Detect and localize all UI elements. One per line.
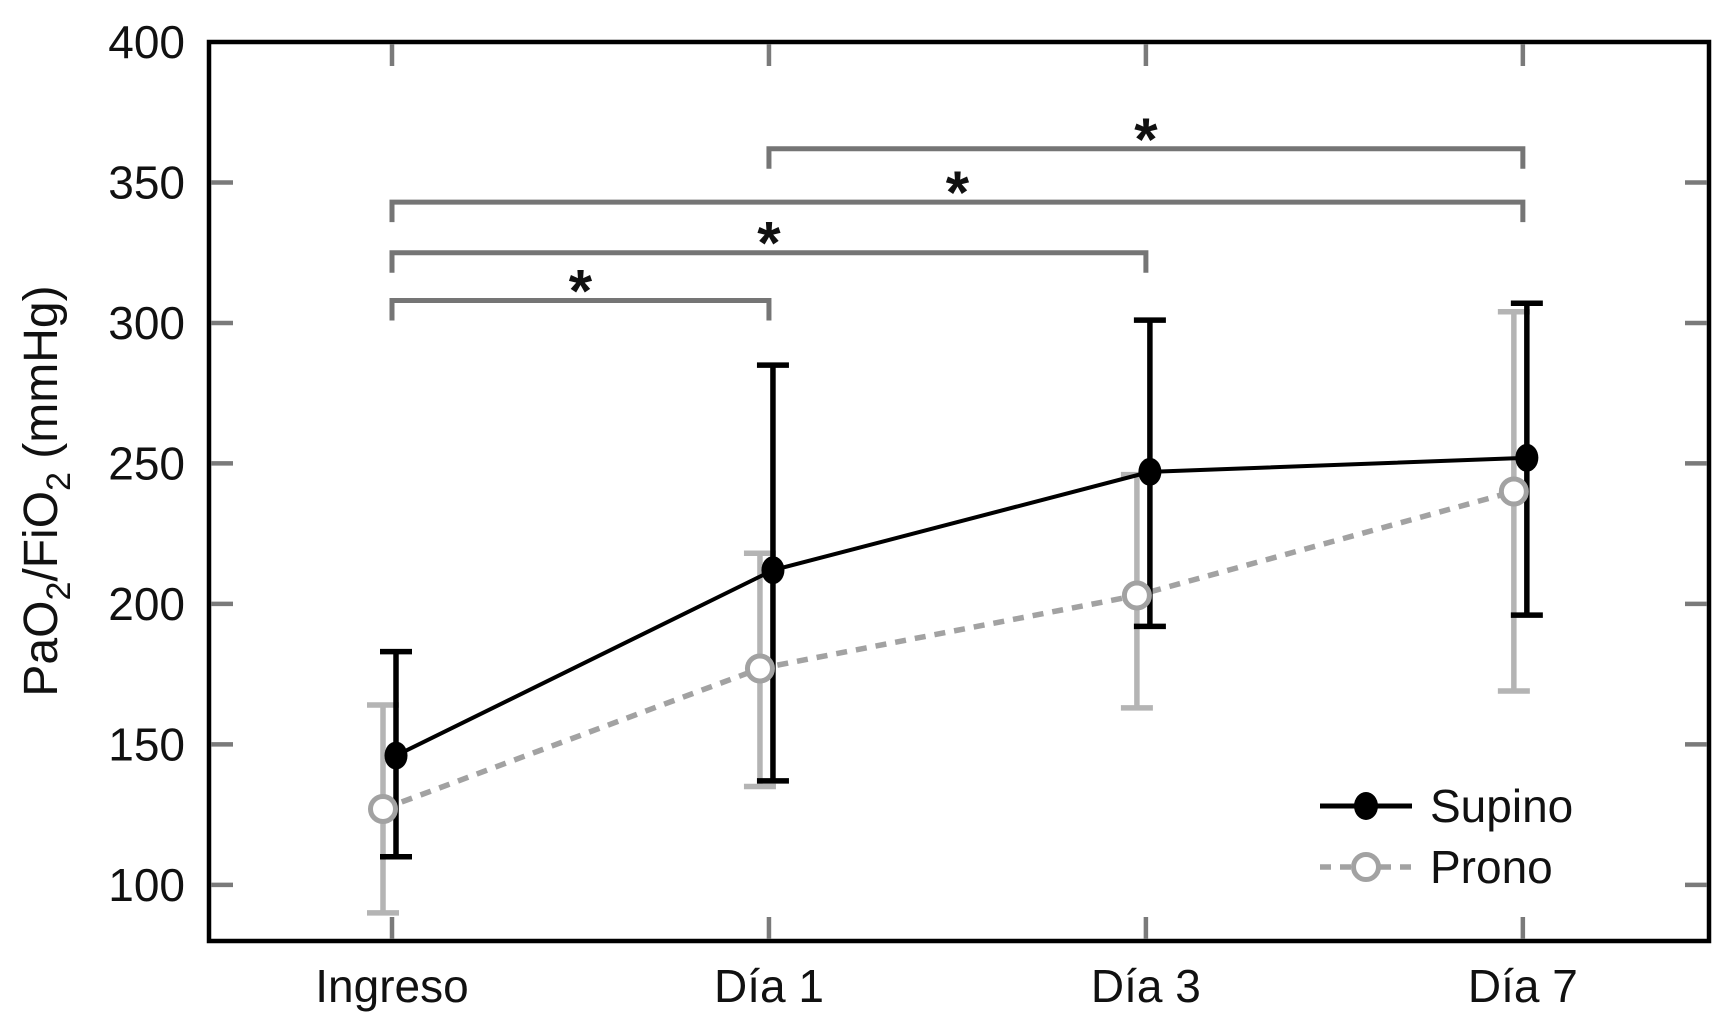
y-axis-tick-label: 350 — [108, 156, 185, 208]
significance-asterisk: * — [1134, 106, 1158, 173]
legend-label: Prono — [1430, 841, 1553, 893]
supino-marker — [1138, 457, 1162, 486]
significance-asterisk: * — [757, 210, 781, 277]
supino-line — [395, 455, 1527, 758]
x-axis-label: Día 1 — [714, 960, 824, 1012]
prono-marker — [1498, 476, 1529, 507]
prono-line — [382, 488, 1515, 812]
y-axis-tick-label: 300 — [108, 297, 185, 349]
x-axis-label: Día 7 — [1468, 960, 1578, 1012]
prono-marker — [744, 653, 775, 684]
supino-marker — [761, 556, 785, 585]
legend-item: Supino — [1320, 780, 1573, 832]
y-axis-tick-label: 400 — [108, 16, 185, 68]
prono-marker — [1121, 580, 1152, 611]
y-axis-tick-label: 250 — [108, 437, 185, 489]
plot-frame — [206, 39, 1712, 944]
x-axis-label: Día 3 — [1091, 960, 1201, 1012]
legend-label: Supino — [1430, 780, 1573, 832]
significance-bracket — [389, 199, 1526, 223]
significance-asterisk: * — [946, 159, 970, 226]
prono-marker — [368, 793, 398, 824]
legend-item: Prono — [1320, 841, 1553, 893]
y-axis-tick-label: 100 — [108, 859, 185, 911]
y-axis-tick-label: 150 — [108, 718, 185, 770]
supino-marker — [1515, 443, 1539, 472]
y-axis-tick-label: 200 — [108, 578, 185, 630]
significance-asterisk: * — [569, 257, 593, 324]
supino-marker — [384, 741, 408, 770]
y-axis-title: PaO2/FiO2 (mmHg) — [15, 285, 78, 696]
legend-marker — [1354, 792, 1378, 820]
significance-bracket — [766, 146, 1526, 169]
legend-marker — [1351, 852, 1381, 882]
significance-bracket — [389, 250, 1149, 273]
x-axis-label: Ingreso — [315, 960, 468, 1012]
significance-bracket — [389, 297, 772, 321]
